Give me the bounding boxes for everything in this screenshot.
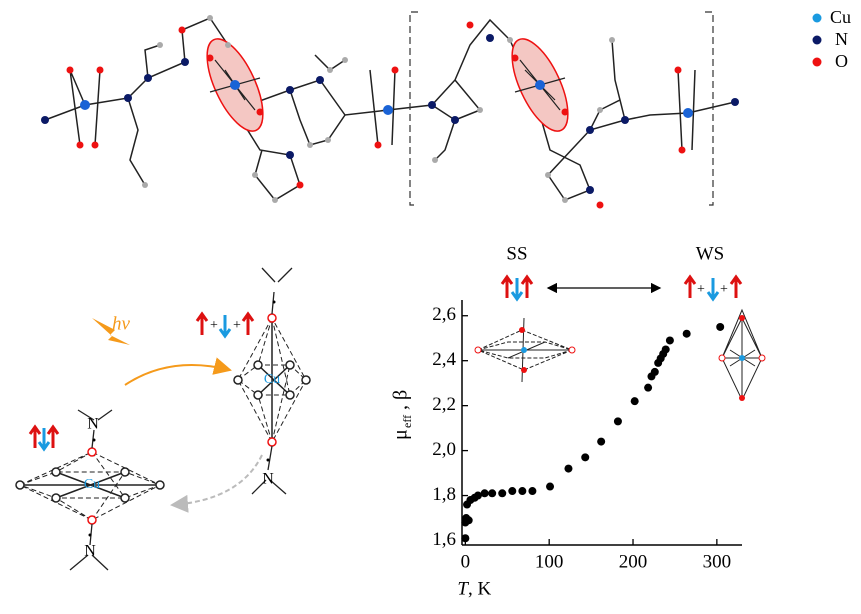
x-tick-label: 100 xyxy=(535,551,564,572)
metal-label: Cu xyxy=(264,372,280,387)
data-point xyxy=(461,534,470,543)
data-point xyxy=(597,437,606,446)
state-label: WS xyxy=(696,243,725,264)
data-point xyxy=(661,345,670,354)
data-point xyxy=(665,336,674,345)
n-label: N xyxy=(87,416,99,433)
data-point xyxy=(480,489,489,498)
atom-legend: Cu N O xyxy=(812,7,851,71)
plot: 1,6 1,8 2,0 2,2 2,4 2,6 0 100 200 300 xyxy=(432,300,742,572)
y-tick-label: 1,6 xyxy=(432,529,456,550)
metal-label: Cu xyxy=(84,477,100,492)
data-point xyxy=(630,397,639,406)
data-point xyxy=(581,453,590,462)
x-tick-label: 300 xyxy=(703,551,732,572)
x-axis-label: , K xyxy=(468,578,492,599)
legend-label: N xyxy=(835,29,848,49)
plus-sign: + xyxy=(697,282,705,297)
y-tick-label: 2,0 xyxy=(432,439,456,460)
inset-octahedra xyxy=(474,308,766,402)
data-point xyxy=(546,482,555,491)
crystal-structure xyxy=(41,11,739,209)
y-tick-label: 2,2 xyxy=(432,394,456,415)
x-tick-label: 0 xyxy=(461,551,471,572)
y-tick-label: 2,4 xyxy=(432,349,456,370)
n-label: N xyxy=(84,543,96,560)
data-point xyxy=(528,487,537,496)
data-point xyxy=(488,489,497,498)
x-axis-label: T xyxy=(457,578,469,599)
y-axis-label-main: μ xyxy=(390,429,412,440)
x-tick-label: 200 xyxy=(619,551,648,572)
data-point xyxy=(508,487,517,496)
legend-label: Cu xyxy=(830,7,851,27)
y-axis-label-rest: , β xyxy=(390,390,412,410)
data-point xyxy=(644,383,653,392)
octahedra xyxy=(15,267,311,571)
plus-sign: + xyxy=(720,282,728,297)
data-point xyxy=(473,491,482,500)
y-tick-label: 2,6 xyxy=(432,304,456,325)
data-point xyxy=(682,329,691,338)
light-label: hν xyxy=(112,313,131,334)
data-point xyxy=(613,417,622,426)
plus-sign: + xyxy=(233,318,241,333)
state-label: SS xyxy=(506,243,527,264)
y-tick-label: 1,8 xyxy=(432,484,456,505)
data-point xyxy=(650,367,659,376)
y-axis-label-sub: eff xyxy=(400,415,414,428)
legend-label: O xyxy=(835,51,848,71)
data-point xyxy=(498,489,507,498)
n-label: N xyxy=(262,471,274,488)
data-point xyxy=(564,464,573,473)
state-arrows xyxy=(500,274,743,302)
data-point xyxy=(716,322,725,331)
data-point xyxy=(518,487,527,496)
data-point xyxy=(464,516,473,525)
plus-sign: + xyxy=(210,318,218,333)
